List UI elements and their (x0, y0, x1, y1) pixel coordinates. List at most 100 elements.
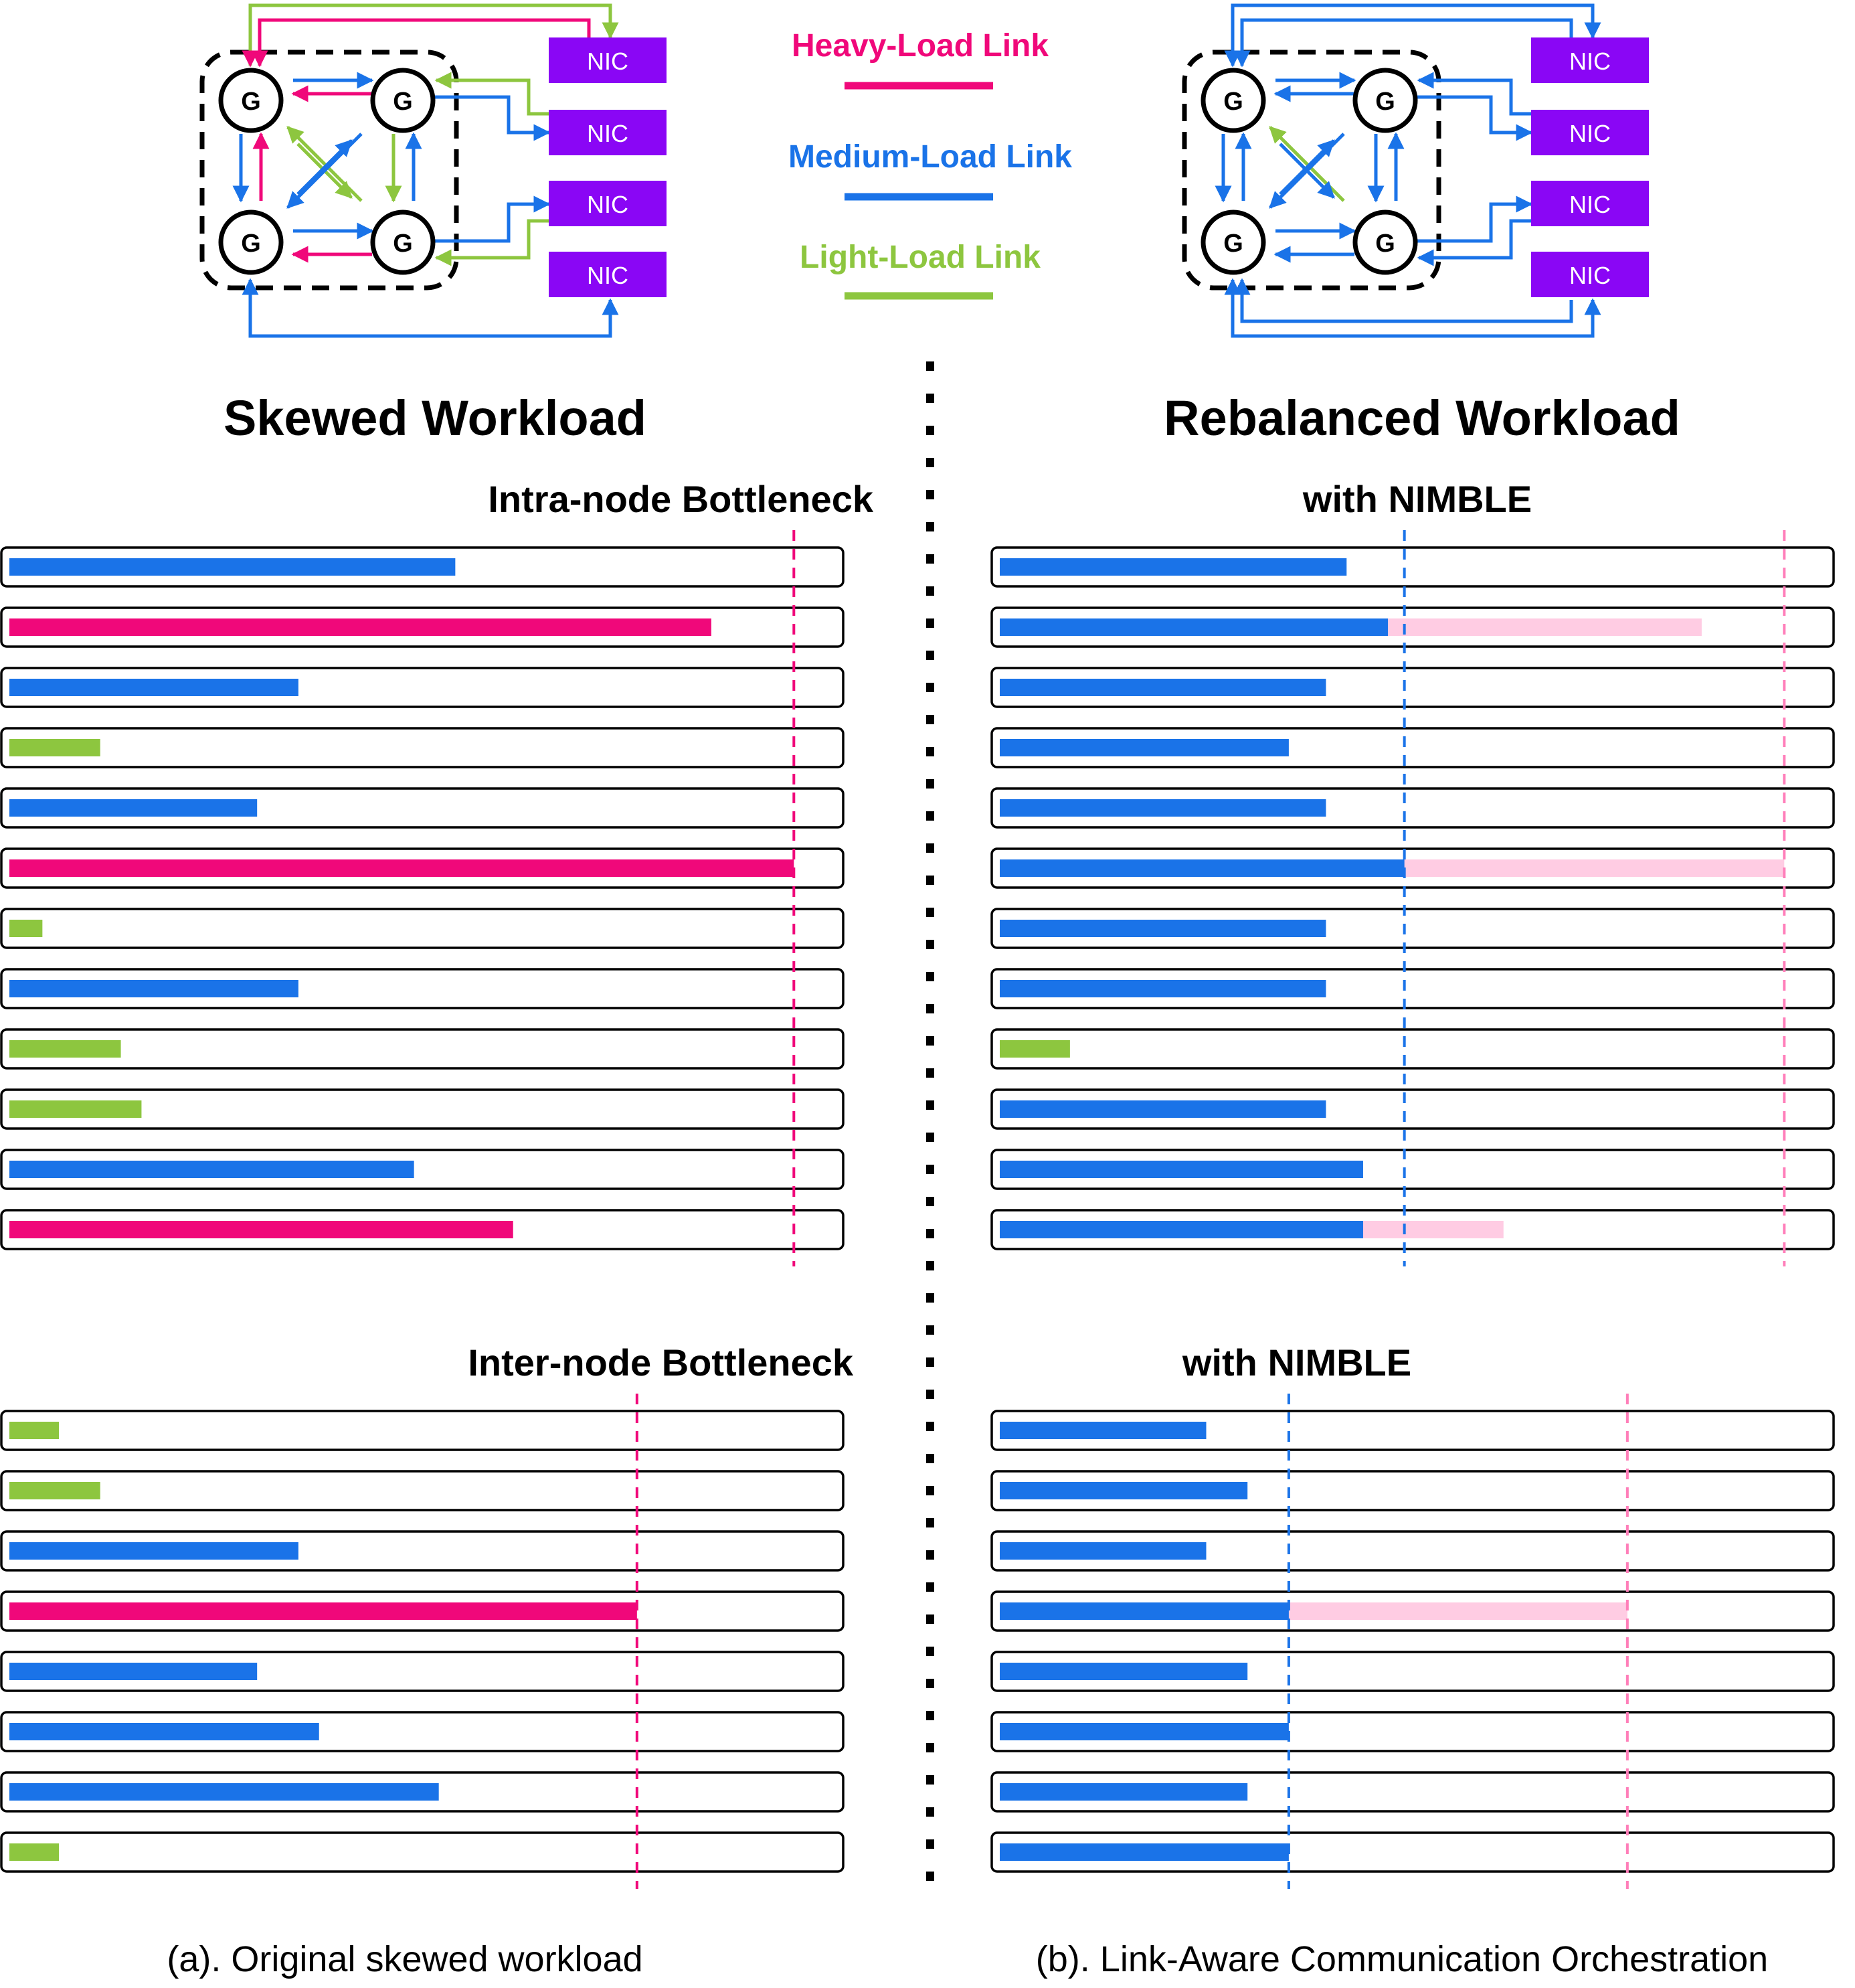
load-bar-heavy (9, 1602, 637, 1620)
link (296, 139, 353, 195)
load-bar-medium (1000, 1843, 1289, 1861)
link (1417, 72, 1531, 116)
bar-track (0, 1831, 845, 1873)
nic-box (1531, 37, 1649, 83)
load-bar-medium (1000, 618, 1388, 636)
gpu-links (232, 72, 422, 263)
bar-track (0, 1028, 845, 1070)
load-bar-medium (1000, 1723, 1289, 1740)
load-bar-medium (9, 679, 298, 696)
gpu-label: G (393, 88, 413, 116)
load-bar-medium (9, 1723, 319, 1740)
load-bar-medium (1000, 1422, 1207, 1439)
nic-label: NIC (587, 191, 628, 218)
link (1279, 139, 1335, 195)
legend: Heavy-Load Link Medium-Load Link Light-L… (788, 28, 1072, 300)
gpu-node (1352, 210, 1418, 275)
load-bar-medium (9, 980, 298, 997)
bar-track (0, 1530, 845, 1572)
nic-label: NIC (1569, 120, 1611, 147)
nic-box (549, 110, 667, 155)
load-bar-medium (1000, 1221, 1363, 1238)
bar-track (0, 1651, 845, 1692)
load-bar-medium (1000, 679, 1326, 696)
load-bar-medium (1000, 1663, 1248, 1680)
bar-track (990, 727, 1835, 768)
nic-box (1531, 252, 1649, 297)
load-bar-medium (1000, 1602, 1289, 1620)
load-bar-heavy (9, 1221, 513, 1238)
nic-label: NIC (1569, 48, 1611, 75)
link (1417, 219, 1531, 266)
nic-box (549, 181, 667, 226)
nic-box (1531, 110, 1649, 155)
gpu-label: G (1223, 88, 1243, 116)
load-bar-medium (1000, 558, 1347, 576)
nic-label: NIC (1569, 262, 1611, 289)
left-title: Skewed Workload (224, 390, 646, 446)
bar-track (990, 1831, 1835, 1873)
topology-rebalanced: G G G G NIC NIC NIC NIC (1182, 3, 1649, 338)
bar-track (990, 1651, 1835, 1692)
load-bar-medium (1000, 1783, 1248, 1801)
right-title: Rebalanced Workload (1164, 390, 1680, 446)
load-bar-medium (9, 1783, 439, 1801)
nic-label: NIC (587, 48, 628, 75)
load-bar-medium (1000, 1100, 1326, 1118)
bar-track (0, 1149, 845, 1190)
right-caption: (b). Link-Aware Communication Orchestrat… (1036, 1939, 1768, 1979)
bar-track (990, 1028, 1835, 1070)
load-bar-medium (1000, 1482, 1248, 1499)
gpu-node (370, 210, 436, 275)
bar-track (990, 546, 1835, 588)
bar-track (990, 1771, 1835, 1813)
bar-track (990, 1088, 1835, 1130)
gpu-label: G (1223, 230, 1243, 258)
load-bar-medium (1000, 799, 1326, 817)
link (434, 219, 549, 266)
gpu-label: G (1375, 230, 1395, 258)
load-bar-light (9, 1482, 100, 1499)
load-bar-light (9, 1422, 60, 1439)
link (242, 3, 619, 68)
gpu-node (1201, 68, 1266, 133)
load-bar-medium (9, 799, 258, 817)
nic-label: NIC (587, 262, 628, 289)
panel-skewed-inter-node (0, 1394, 845, 1889)
right-inter-label: with NIMBLE (1182, 1341, 1411, 1384)
panel-rebalanced-intra-node (990, 530, 1835, 1266)
left-caption: (a). Original skewed workload (167, 1939, 642, 1979)
nic-nodes: NIC NIC NIC NIC (549, 37, 667, 297)
panel-rebalanced-inter-node (990, 1394, 1835, 1889)
gpu-links (1215, 72, 1405, 263)
gpu-nodes: G G G G (1201, 68, 1418, 275)
bar-track (990, 968, 1835, 1009)
gpu-label: G (393, 230, 413, 258)
load-bar-heavy (9, 618, 711, 636)
bar-track (0, 968, 845, 1009)
nic-nodes: NIC NIC NIC NIC (1531, 37, 1649, 297)
link (1233, 278, 1573, 323)
nic-label: NIC (1569, 191, 1611, 218)
bar-track (0, 1088, 845, 1130)
link (1416, 195, 1533, 243)
topology-skewed: G G G G NIC NIC NIC NIC (199, 3, 667, 338)
bar-track (0, 727, 845, 768)
link (434, 72, 549, 116)
legend-medium-label: Medium-Load Link (788, 139, 1072, 175)
link (1269, 126, 1345, 202)
load-bar-light (9, 920, 43, 937)
bar-track (990, 1711, 1835, 1752)
load-bar-light (9, 1040, 121, 1058)
link (251, 18, 591, 79)
load-bar-light (9, 1100, 142, 1118)
bar-track (990, 1149, 1835, 1190)
left-intra-label: Intra-node Bottleneck (488, 478, 873, 520)
link (286, 126, 363, 202)
bar-track (0, 1711, 845, 1752)
link (242, 278, 619, 338)
legend-light-label: Light-Load Link (800, 240, 1041, 275)
load-bar-light (9, 739, 100, 756)
link (1233, 18, 1573, 79)
